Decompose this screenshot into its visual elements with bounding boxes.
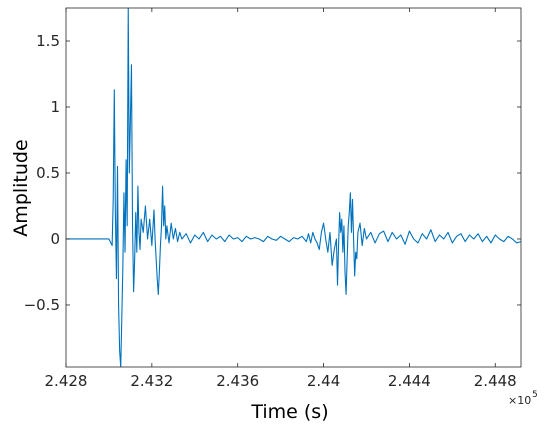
y-tick-label: 1 bbox=[50, 98, 60, 116]
y-axis-ticks: −0.5 0 0.5 1 1.5 bbox=[24, 32, 521, 314]
x-axis-ticks: 2.428 2.432 2.436 2.44 2.444 2.448 bbox=[45, 8, 517, 390]
amplitude-series-line bbox=[66, 8, 521, 367]
axes-box bbox=[65, 7, 522, 368]
x-tick-label: 2.428 bbox=[45, 372, 88, 390]
x-tick-label: 2.448 bbox=[474, 372, 517, 390]
x-exponent-base: ×10 bbox=[508, 394, 531, 407]
x-exponent-power: 5 bbox=[532, 390, 538, 400]
x-tick-label: 2.432 bbox=[130, 372, 173, 390]
x-axis-exponent: ×10 5 bbox=[508, 390, 538, 407]
x-tick-label: 2.444 bbox=[388, 372, 431, 390]
y-tick-label: −0.5 bbox=[24, 296, 60, 314]
y-tick-label: 1.5 bbox=[36, 32, 60, 50]
y-tick-label: 0.5 bbox=[36, 164, 60, 182]
plot-area bbox=[66, 8, 521, 367]
x-axis-title: Time (s) bbox=[250, 401, 328, 423]
y-axis-title: Amplitude bbox=[10, 139, 32, 236]
x-tick-label: 2.44 bbox=[307, 372, 340, 390]
x-tick-label: 2.436 bbox=[216, 372, 259, 390]
y-tick-label: 0 bbox=[50, 230, 60, 248]
